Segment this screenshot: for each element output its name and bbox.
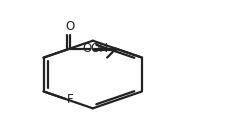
Text: O: O (82, 42, 92, 55)
Text: OH: OH (90, 42, 108, 55)
Text: O: O (65, 20, 74, 33)
Text: F: F (66, 93, 73, 106)
